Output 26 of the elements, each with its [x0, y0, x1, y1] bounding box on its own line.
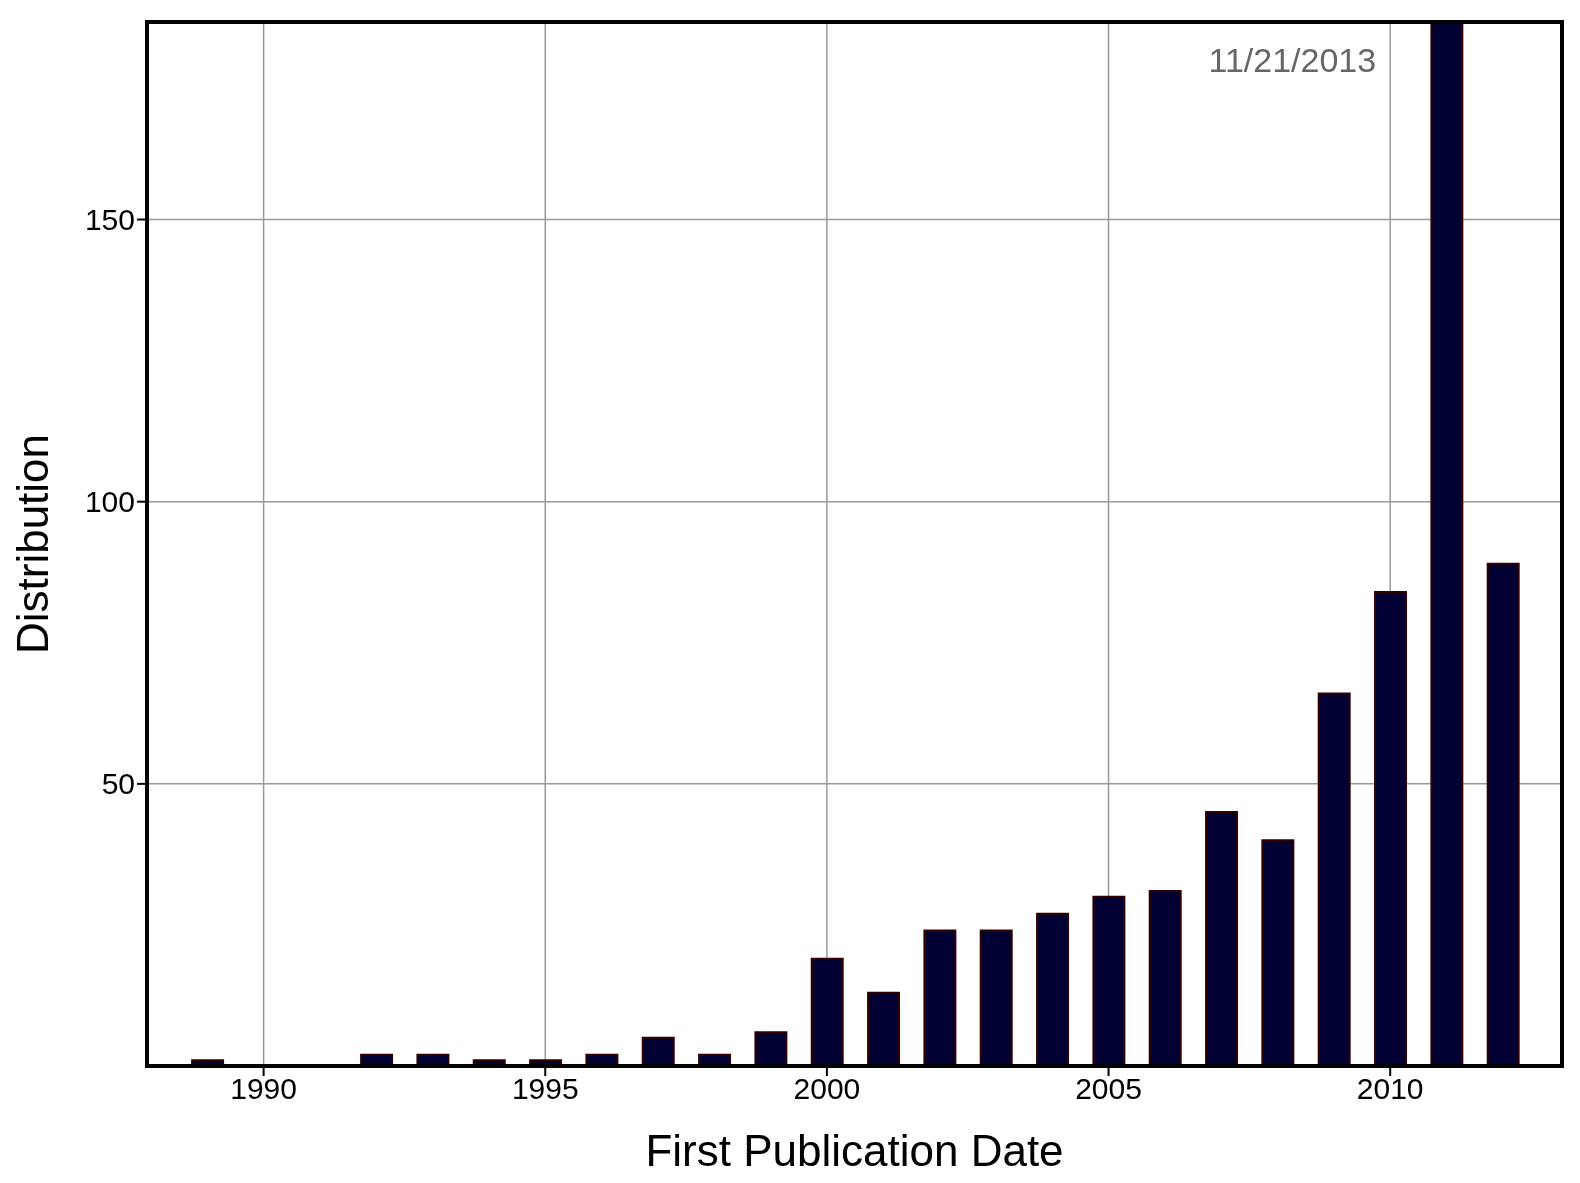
bar	[1374, 590, 1408, 1066]
x-tick-label: 2000	[793, 1072, 861, 1106]
bar	[1092, 895, 1126, 1066]
y-tick-label: 150	[84, 203, 135, 237]
x-axis-title: First Publication Date	[645, 1126, 1064, 1175]
bar	[979, 929, 1013, 1066]
x-tick-label: 2010	[1356, 1072, 1424, 1106]
bar	[810, 957, 844, 1066]
y-tick-label: 100	[84, 485, 135, 519]
bar	[1486, 562, 1520, 1066]
bar	[923, 929, 957, 1066]
bar	[1317, 692, 1351, 1066]
bar	[641, 1036, 675, 1066]
x-tick-label: 2005	[1075, 1072, 1142, 1106]
annotation: 11/21/2013	[1208, 41, 1377, 79]
bar	[1148, 890, 1182, 1066]
bar	[1430, 22, 1464, 1066]
y-axis-title: Distribution	[7, 433, 57, 655]
bar	[754, 1031, 788, 1066]
x-tick-label: 1995	[511, 1072, 579, 1106]
bar	[1261, 839, 1295, 1066]
x-tick-label: 1990	[230, 1072, 297, 1106]
bar	[1036, 912, 1070, 1066]
bar	[1205, 811, 1239, 1066]
y-tick-label: 50	[101, 767, 135, 801]
bar	[867, 991, 901, 1066]
